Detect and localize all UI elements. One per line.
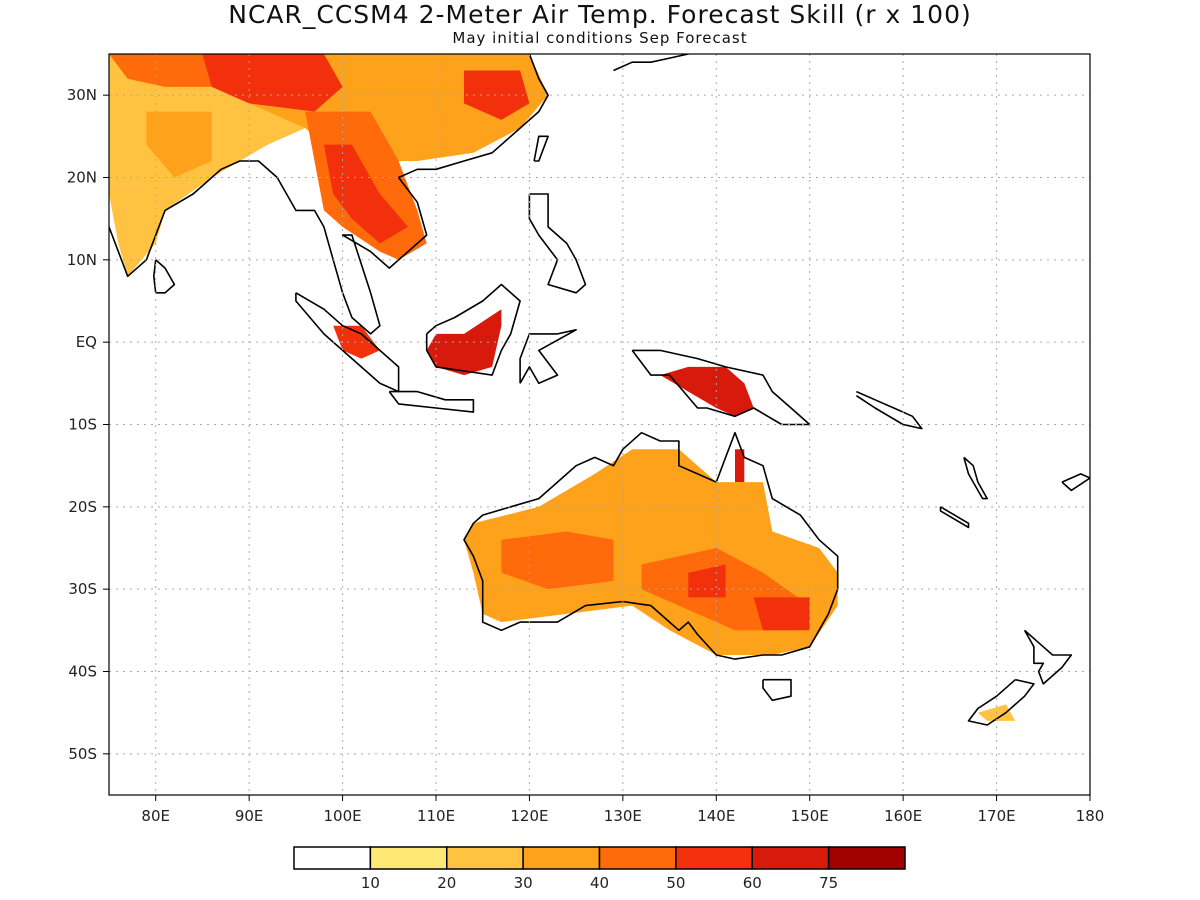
colorbar-label: 10: [361, 874, 380, 892]
colorbar-label: 20: [437, 874, 456, 892]
lon-tick-label: 180: [1076, 807, 1105, 825]
colorbar-legend: 10 20 30 40 50 60 75: [293, 846, 906, 892]
lon-tick-label: 110E: [417, 807, 455, 825]
lat-tick-label: 10N: [67, 251, 97, 269]
lon-tick-label: 80E: [141, 807, 170, 825]
colorbar-label: 50: [666, 874, 685, 892]
coastline-sulawesi: [519, 328, 577, 385]
coastline-vanuatu: [963, 456, 989, 500]
lon-tick-label: 130E: [604, 807, 642, 825]
lon-tick-label: 100E: [324, 807, 362, 825]
colorbar-swatch: [751, 846, 830, 870]
skill-region-sumatra: [333, 325, 380, 359]
skill-fill-layer: [109, 54, 1016, 721]
colorbar-swatch: [598, 846, 677, 870]
coastline-new-caledonia: [939, 506, 970, 529]
colorbar-swatch: [446, 846, 524, 870]
colorbar-swatch: [827, 846, 906, 870]
plot-frame: [108, 53, 1091, 796]
skill-region-australia-east-core: [753, 597, 810, 631]
map-subtitle: May initial conditions Sep Forecast: [452, 29, 748, 47]
skill-region-cape-york: [735, 449, 745, 483]
lon-tick-label: 160E: [884, 807, 922, 825]
coastline-nz-south-island: [967, 678, 1035, 726]
gridline-layer: [103, 54, 1091, 801]
colorbar-swatch: [675, 846, 753, 870]
lat-tick-label: 40S: [68, 663, 97, 681]
coastline-japan: [613, 54, 689, 72]
coastline-australia: [463, 431, 839, 660]
coastline-nz-north-island: [1023, 629, 1073, 685]
lat-tick-label: EQ: [76, 333, 97, 351]
colorbar-label: 60: [743, 874, 762, 892]
lat-tick-label: 30S: [68, 580, 97, 598]
coastline-solomon-is: [855, 390, 923, 430]
longitude-labels: 80E 90E 100E 110E 120E 130E 140E 150E 160E 170E 18…: [141, 807, 1104, 825]
skill-region-new-guinea: [660, 366, 754, 417]
skill-region-se-china: [464, 70, 530, 120]
lon-tick-label: 150E: [791, 807, 829, 825]
coastline-asia-mainland: [109, 54, 549, 335]
colorbar-swatch: [293, 846, 372, 870]
colorbar-swatch: [369, 846, 448, 870]
skill-region-himalaya: [109, 54, 231, 87]
lat-tick-label: 50S: [68, 745, 97, 763]
skill-region-tibet: [202, 54, 343, 112]
colorbar-swatch: [522, 846, 601, 870]
skill-region-borneo: [426, 309, 502, 376]
skill-region-indochina-core: [323, 144, 408, 244]
skill-region-india-interior: [146, 111, 212, 178]
coastline-sri-lanka: [153, 259, 176, 294]
lat-tick-label: 20S: [68, 498, 97, 516]
lon-tick-label: 90E: [235, 807, 264, 825]
coastline-fiji: [1061, 473, 1090, 492]
coastline-philippines: [528, 193, 587, 294]
coastline-java: [388, 390, 475, 413]
lon-tick-label: 140E: [697, 807, 735, 825]
coastline-layer: [109, 54, 1090, 726]
map-title: NCAR_CCSM4 2-Meter Air Temp. Forecast Sk…: [228, 0, 972, 29]
coastline-borneo: [425, 283, 521, 376]
colorbar-label: 75: [819, 874, 838, 892]
colorbar-label: 30: [514, 874, 533, 892]
lon-tick-label: 170E: [978, 807, 1016, 825]
latitude-labels: 30N 20N 10N EQ 10S 20S 30S 40S 50S: [67, 86, 97, 763]
coastline-taiwan: [533, 135, 549, 162]
lat-tick-label: 10S: [68, 416, 97, 434]
lon-tick-label: 120E: [510, 807, 548, 825]
lat-tick-label: 20N: [67, 169, 97, 187]
coastline-tasmania: [762, 678, 792, 702]
lat-tick-label: 30N: [67, 86, 97, 104]
colorbar-label: 40: [590, 874, 609, 892]
